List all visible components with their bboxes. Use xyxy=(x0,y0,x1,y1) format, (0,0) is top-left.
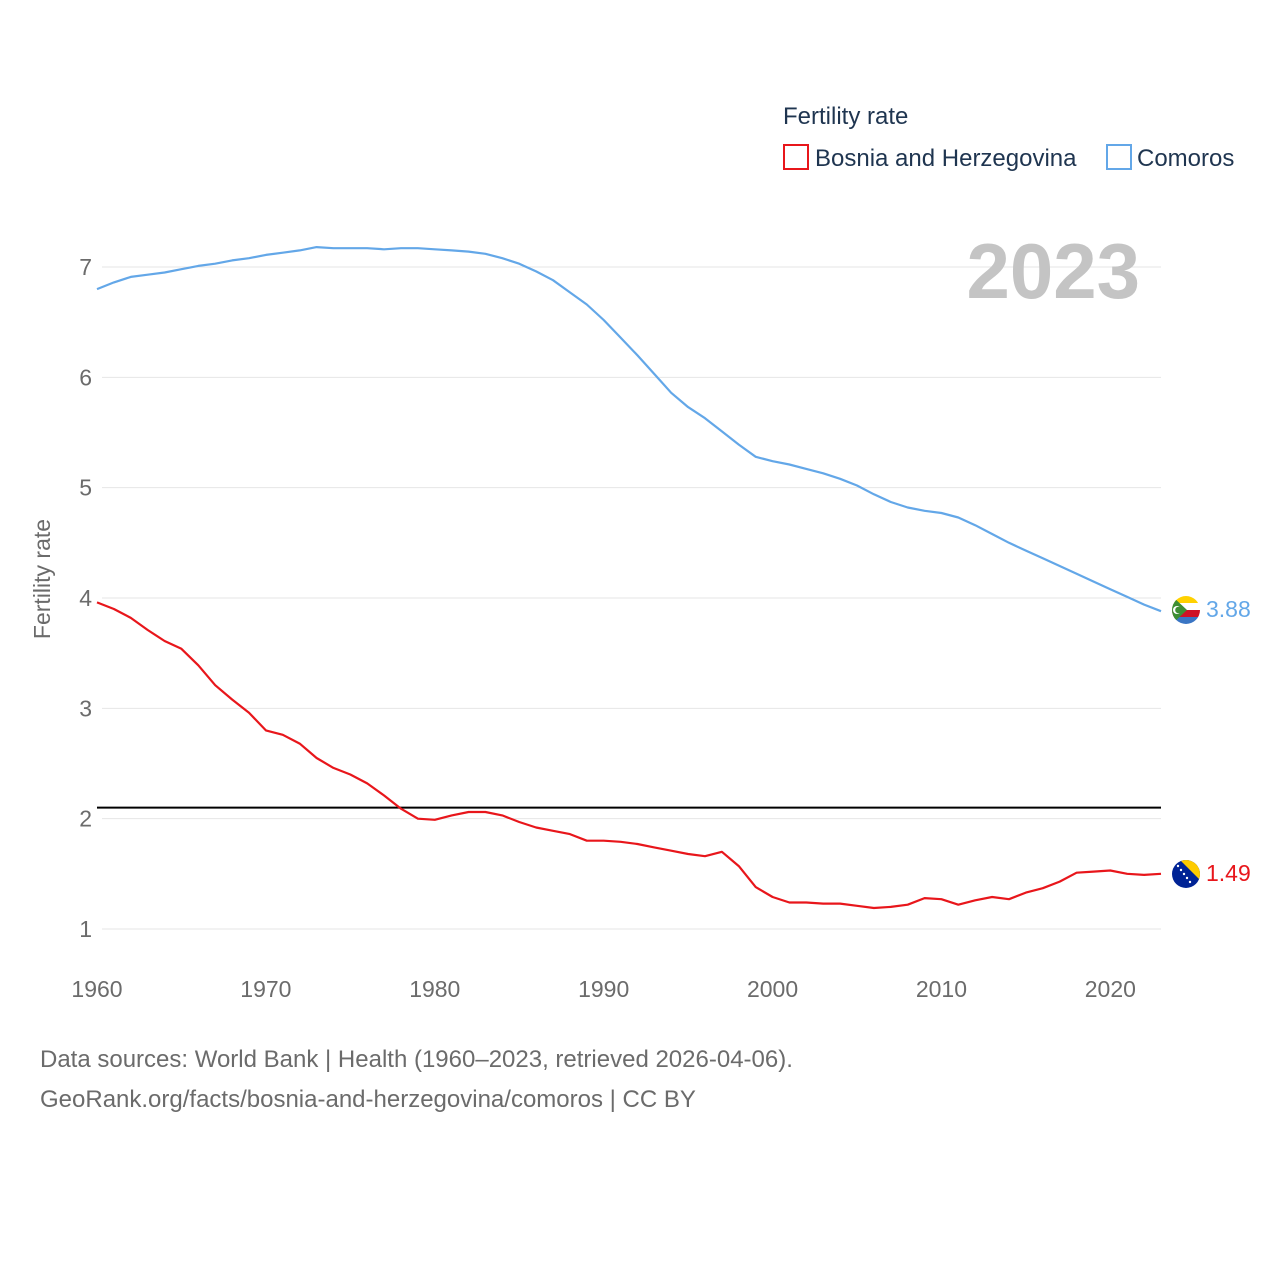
legend-swatch-comoros[interactable] xyxy=(1106,144,1132,170)
bosnia-end-value: 1.49 xyxy=(1206,860,1251,886)
bosnia-flag-icon xyxy=(1172,860,1200,888)
x-tick-label: 2020 xyxy=(1085,976,1136,1002)
comoros-end-value: 3.88 xyxy=(1206,596,1251,622)
y-tick-label: 5 xyxy=(79,475,92,501)
x-tick-label: 1970 xyxy=(240,976,291,1002)
y-axis-ticks: 1 2 3 4 5 6 7 xyxy=(79,254,92,942)
y-tick-label: 7 xyxy=(79,254,92,280)
source-line-2: GeoRank.org/facts/bosnia-and-herzegovina… xyxy=(40,1086,696,1113)
series-lines xyxy=(96,246,1162,910)
y-tick-label: 4 xyxy=(79,585,92,611)
x-tick-label: 2000 xyxy=(747,976,798,1002)
legend-title: Fertility rate xyxy=(783,103,908,130)
x-tick-label: 1960 xyxy=(71,976,122,1002)
x-tick-label: 1990 xyxy=(578,976,629,1002)
legend-label-comoros[interactable]: Comoros xyxy=(1137,145,1234,172)
y-axis-label: Fertility rate xyxy=(29,519,55,639)
x-axis-ticks: 1960 1970 1980 1990 2000 2010 2020 xyxy=(71,976,1136,1002)
y-tick-label: 1 xyxy=(79,916,92,942)
series-line-bosnia xyxy=(96,601,1162,910)
y-tick-label: 6 xyxy=(79,364,92,390)
legend-swatch-bosnia[interactable] xyxy=(783,144,809,170)
year-label: 2023 xyxy=(966,227,1140,315)
y-tick-label: 2 xyxy=(79,806,92,832)
series-line-comoros xyxy=(96,246,1162,613)
y-tick-label: 3 xyxy=(79,695,92,721)
comoros-flag-icon xyxy=(1172,596,1200,624)
x-tick-label: 1980 xyxy=(409,976,460,1002)
legend-label-bosnia[interactable]: Bosnia and Herzegovina xyxy=(815,145,1077,172)
source-line-1: Data sources: World Bank | Health (1960–… xyxy=(40,1046,793,1073)
x-tick-label: 2010 xyxy=(916,976,967,1002)
y-gridlines xyxy=(102,266,1161,930)
